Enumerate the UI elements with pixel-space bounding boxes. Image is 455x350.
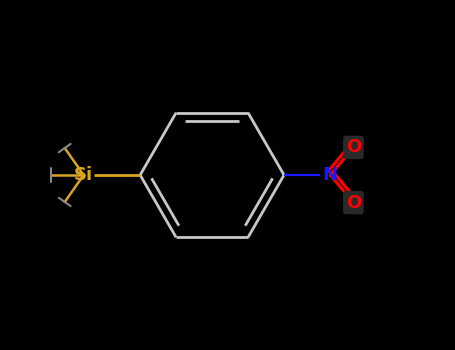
- Text: N: N: [323, 166, 338, 184]
- Text: Si: Si: [74, 166, 93, 184]
- Text: O: O: [346, 194, 361, 211]
- Text: O: O: [346, 139, 361, 156]
